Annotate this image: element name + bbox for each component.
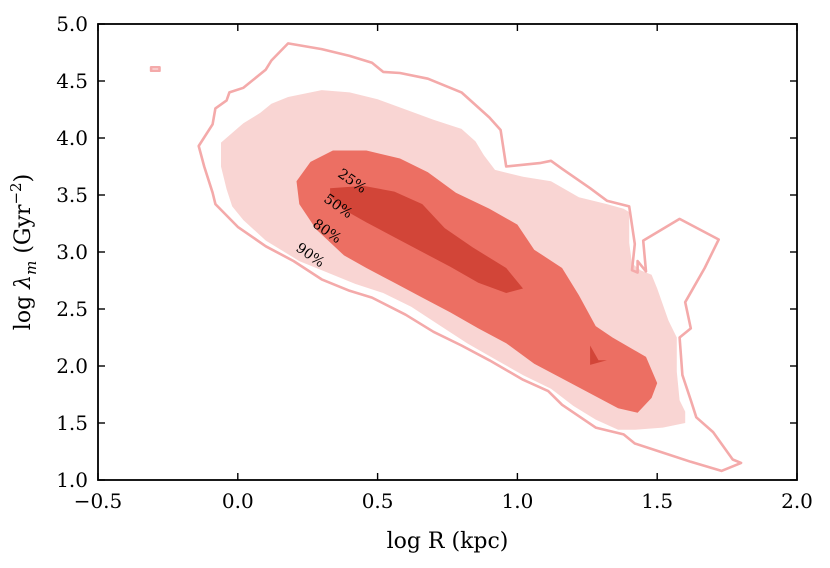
y-axis-label-mid: (Gyr	[11, 204, 36, 261]
x-tick-label: 0.0	[222, 489, 254, 513]
y-axis-label-lambda: λ	[11, 275, 36, 290]
filled-contours	[221, 90, 686, 430]
contour-25pct-region-0	[330, 185, 523, 293]
y-tick-label: 4.5	[56, 69, 88, 93]
y-tick-label: 1.5	[56, 411, 88, 435]
x-tick-label: 1.0	[501, 489, 533, 513]
x-tick-label: 1.5	[641, 489, 673, 513]
y-axis-label-pre: log	[11, 289, 36, 330]
y-axis-label-sup: −2	[7, 182, 25, 204]
y-tick-label: 3.0	[56, 240, 88, 264]
y-tick-label: 2.0	[56, 354, 88, 378]
contour-25pct-region-1	[590, 345, 607, 365]
x-axis-label: log R (kpc)	[387, 529, 509, 554]
y-tick-label: 2.5	[56, 297, 88, 321]
y-axis-label: log λm (Gyr−2)	[7, 174, 40, 330]
axis-ticks: −0.5 0.0 0.5 1.0 1.5 2.0 1.0 1.5 2.0 2.5 3.0 3.5 4.0…	[56, 12, 813, 513]
contour-90pct-line-0	[197, 42, 743, 473]
y-tick-label: 1.0	[56, 468, 88, 492]
y-axis-label-post: )	[11, 174, 36, 183]
x-tick-label: 2.0	[781, 489, 813, 513]
contour-90pct-line-1	[149, 66, 161, 72]
y-tick-label: 4.0	[56, 126, 88, 150]
x-tick-label: −0.5	[74, 489, 123, 513]
y-tick-label: 5.0	[56, 12, 88, 36]
y-axis-label-sub: m	[22, 261, 40, 275]
y-tick-label: 3.5	[56, 183, 88, 207]
x-tick-label: 0.5	[362, 489, 394, 513]
line-contours	[149, 42, 743, 473]
